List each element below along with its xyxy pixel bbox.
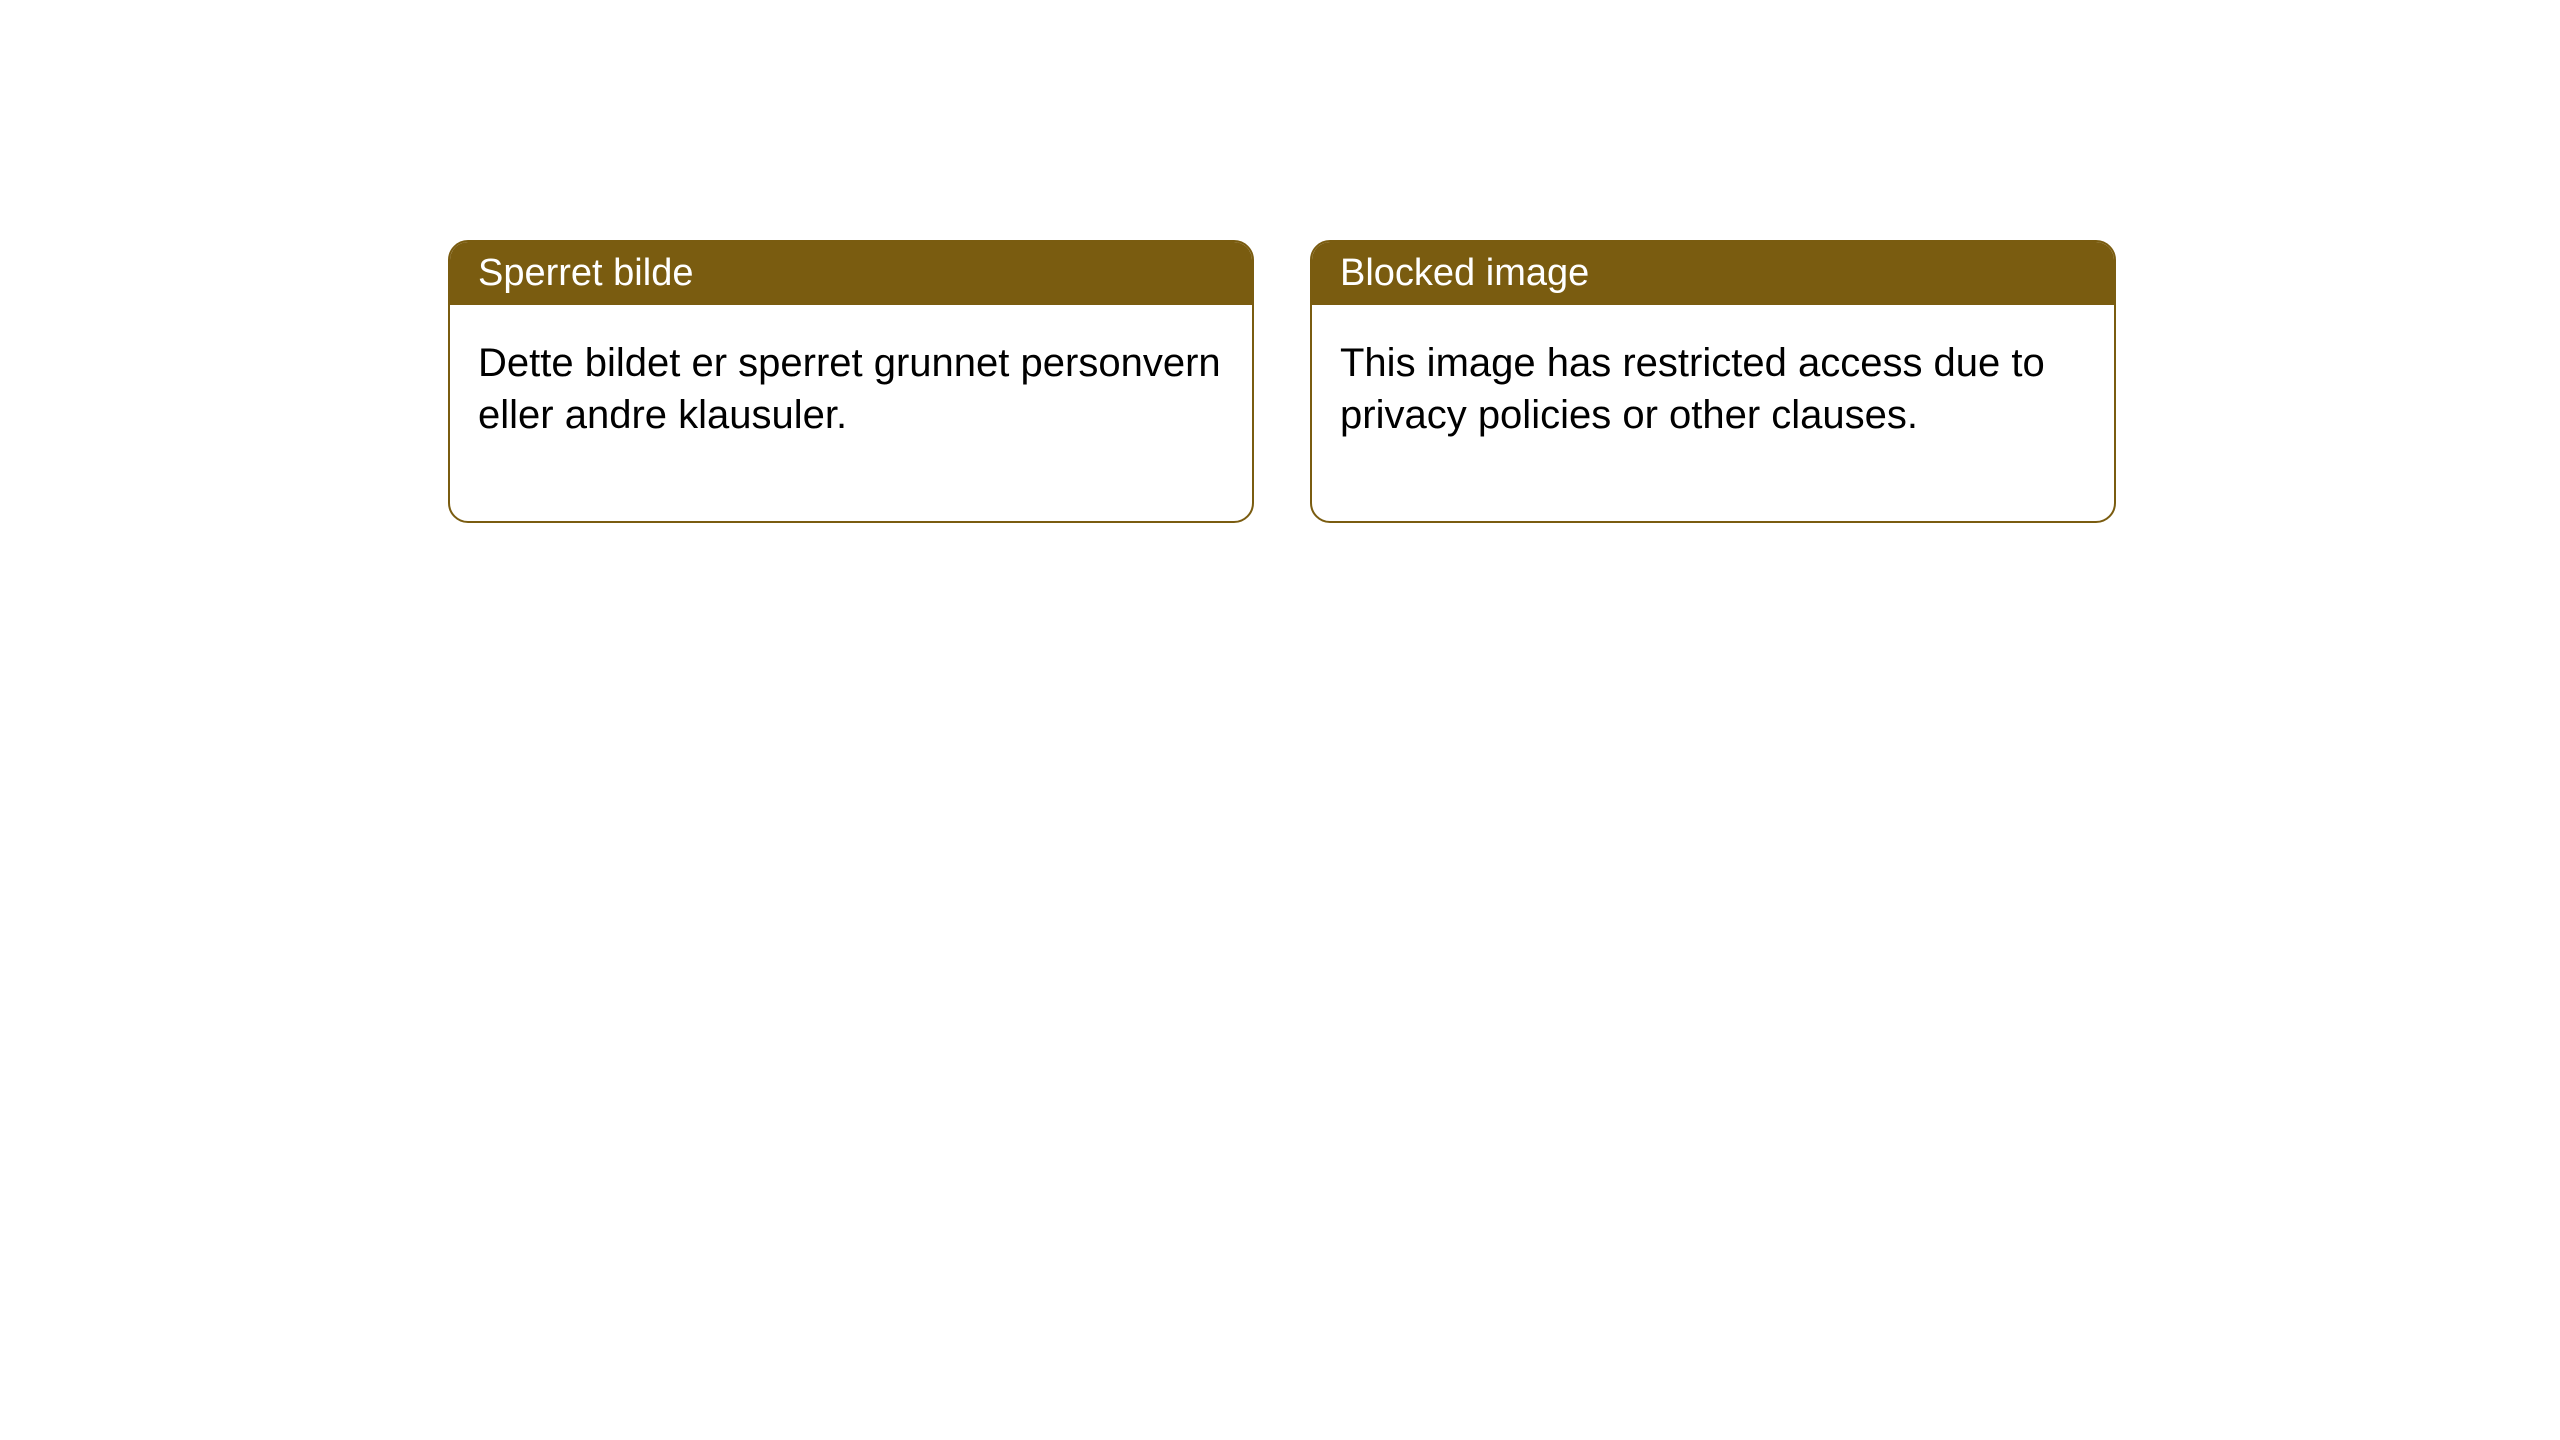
- notice-card-message: This image has restricted access due to …: [1340, 341, 2045, 437]
- notice-card-title: Sperret bilde: [478, 252, 693, 294]
- notice-card-header: Sperret bilde: [450, 242, 1252, 305]
- notice-cards-container: Sperret bilde Dette bildet er sperret gr…: [0, 0, 2560, 523]
- notice-card-english: Blocked image This image has restricted …: [1310, 240, 2116, 523]
- notice-card-body: This image has restricted access due to …: [1312, 305, 2114, 521]
- notice-card-norwegian: Sperret bilde Dette bildet er sperret gr…: [448, 240, 1254, 523]
- notice-card-header: Blocked image: [1312, 242, 2114, 305]
- notice-card-body: Dette bildet er sperret grunnet personve…: [450, 305, 1252, 521]
- notice-card-message: Dette bildet er sperret grunnet personve…: [478, 341, 1221, 437]
- notice-card-title: Blocked image: [1340, 252, 1589, 294]
